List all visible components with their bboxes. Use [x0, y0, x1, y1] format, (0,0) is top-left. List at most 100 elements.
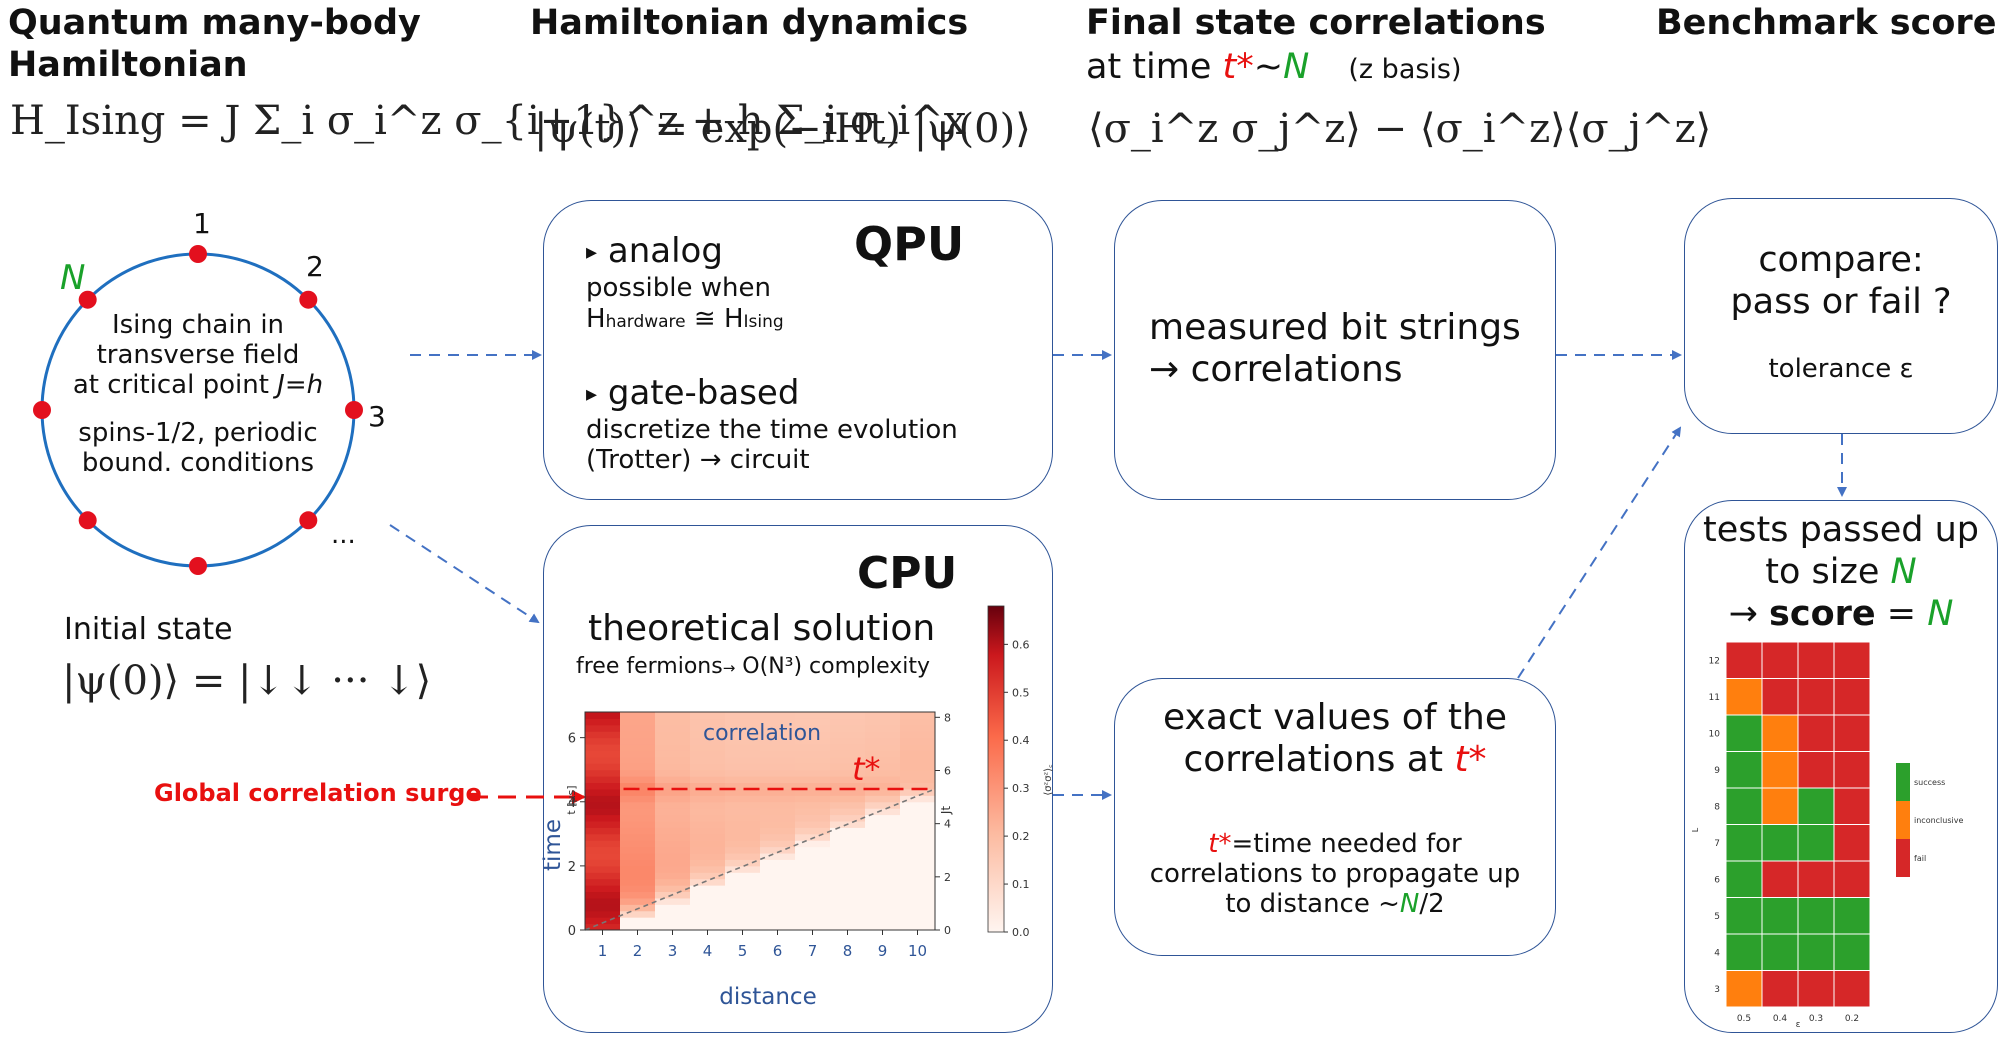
exact-def-tstar: t* [1208, 829, 1232, 859]
heatmap-cell [760, 872, 796, 880]
heatmap-cell [690, 846, 726, 854]
heatmap-ylabel: time [540, 819, 566, 871]
col3-title: Final state correlations [1086, 3, 1546, 43]
heatmap-cell [725, 744, 761, 751]
heatmap-cell [760, 923, 796, 931]
heatmap-cell [865, 878, 901, 886]
heatmap-cell [795, 917, 831, 925]
heatmap-cell [585, 788, 621, 796]
heatmap-cell [830, 846, 866, 854]
qpu-gate: ▸ gate-based [586, 373, 799, 413]
heatmap-cell [690, 718, 726, 726]
score-cell-fail [1833, 824, 1871, 862]
heatmap-cell [585, 814, 621, 822]
score-cell-success [1797, 787, 1835, 825]
heatmap-cell [725, 917, 761, 925]
score-cell-fail [1797, 641, 1835, 679]
heatmap-cell [830, 833, 866, 841]
tests-line2-N: N [1890, 552, 1917, 592]
heatmap-cell [655, 878, 691, 886]
heatmap-cell [795, 756, 831, 764]
heatmap-cell [900, 897, 936, 905]
heatmap-cell [795, 846, 831, 854]
heatmap-right-label: Jt [939, 806, 953, 816]
heatmap-cell [830, 891, 866, 899]
heatmap-cell [760, 865, 796, 873]
score-cell-success [1761, 933, 1799, 971]
heatmap-cell [830, 853, 866, 860]
heatmap-cell [900, 788, 936, 796]
cpu-note-suffix: O(N³) complexity [735, 654, 931, 679]
legend-label: fail [1914, 854, 1926, 863]
heatmap-cell [795, 859, 831, 867]
heatmap-cell [585, 897, 621, 905]
heatmap-cell [655, 840, 691, 848]
heatmap-cell [760, 904, 796, 912]
heatmap-cell [620, 712, 656, 719]
tests-line3-score: score [1769, 594, 1876, 634]
heatmap-cell [620, 846, 656, 854]
heatmap-cell [585, 917, 621, 925]
heatmap-cell [795, 885, 831, 893]
heatmap-cell [900, 744, 936, 751]
heatmap-cell [865, 872, 901, 880]
spin-dot [345, 401, 363, 419]
legend-swatch-inconclusive [1896, 801, 1910, 839]
heatmap-cell [585, 923, 621, 931]
qpu-title: QPU [854, 217, 965, 271]
qpu-analog-sub2: Ising [743, 312, 784, 332]
heatmap-cell [690, 756, 726, 764]
heatmap-cell [865, 897, 901, 905]
ring-label-1: 1 [193, 207, 211, 240]
heatmap-cell [795, 724, 831, 732]
heatmap-cell [760, 750, 796, 758]
heatmap-cell [830, 814, 866, 822]
heatmap-cell [585, 795, 621, 803]
heatmap-frame [584, 711, 936, 931]
heatmap-cell [900, 891, 936, 899]
heatmap-cell [690, 878, 726, 886]
heatmap-cell [865, 744, 901, 751]
score-cell-success [1833, 933, 1871, 971]
qpu-gate-label: gate-based [607, 373, 800, 413]
col3-sub-prefix: at time [1086, 47, 1223, 87]
score-cell-success [1761, 824, 1799, 862]
exact-line1: exact values of the [1163, 697, 1507, 738]
heatmap-cell [865, 891, 901, 899]
spin-dot [299, 290, 318, 309]
right-tick-label: 0 [944, 924, 951, 937]
heatmap-cell [690, 821, 726, 828]
heatmap-cell [620, 763, 656, 771]
heatmap-cell [690, 750, 726, 758]
heatmap-cell [900, 718, 936, 726]
colorbar-tick-label: 0.4 [1012, 734, 1030, 747]
heatmap-cell [865, 885, 901, 893]
heatmap-cell [690, 782, 726, 790]
heatmap-cell [620, 910, 656, 918]
heatmap-cell [900, 737, 936, 745]
heatmap-right-ticks: 0 2 4 6 8 [935, 711, 951, 937]
heatmap-cell [655, 821, 691, 828]
score-cell-success [1725, 824, 1763, 862]
heatmap-cell [690, 827, 726, 835]
score-x-tick: 0.2 [1845, 1014, 1859, 1024]
heatmap-cell [795, 769, 831, 777]
heatmap-cell [830, 788, 866, 796]
tests-line3-N: N [1927, 594, 1954, 634]
score-cell-fail [1833, 860, 1871, 898]
score-cell-fail [1833, 970, 1871, 1008]
heatmap-cell [900, 814, 936, 822]
ring-desc-eq: = [284, 370, 307, 400]
col3-sub-tilde: ~ [1253, 47, 1284, 87]
ring-dots [33, 245, 363, 575]
initial-state-label: Initial state [64, 612, 233, 647]
heatmap-cell [690, 891, 726, 899]
heatmap-cell [620, 718, 656, 726]
exact-box: exact values of the correlations at t* t… [1114, 678, 1556, 956]
heatmap-cell [585, 846, 621, 854]
arrow-exact-to-compare [1517, 426, 1682, 679]
score-y-tick: 8 [1714, 802, 1720, 812]
heatmap-cell [690, 808, 726, 816]
score-cells [1725, 641, 1871, 1008]
heatmap-cell [760, 910, 796, 918]
